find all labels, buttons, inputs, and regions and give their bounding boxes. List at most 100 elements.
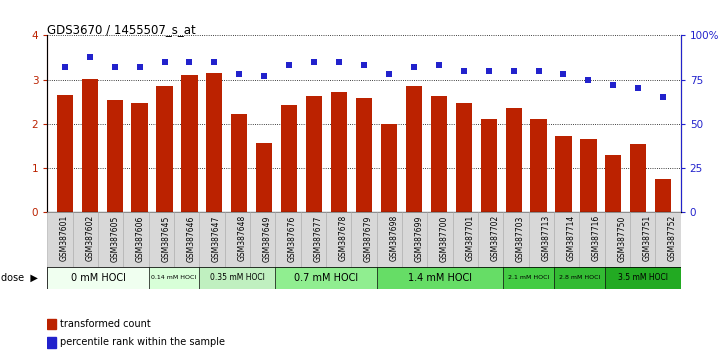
Bar [531,119,547,212]
Bar [199,267,275,289]
Text: GSM387678: GSM387678 [339,215,348,261]
Text: GSM387602: GSM387602 [85,215,95,261]
Point [258,73,270,79]
Bar [503,212,529,267]
Text: GSM387648: GSM387648 [237,215,246,261]
Text: 2.1 mM HOCl: 2.1 mM HOCl [508,275,550,280]
Point [59,64,71,70]
Text: GSM387601: GSM387601 [60,215,69,261]
Bar [82,79,98,212]
Point [608,82,620,88]
Text: 0 mM HOCl: 0 mM HOCl [71,273,125,283]
Bar [478,212,503,267]
Bar [206,73,223,212]
Bar [453,212,478,267]
Point [134,64,146,70]
Bar [174,212,199,267]
Point [408,64,420,70]
Bar [456,103,472,212]
Bar [605,212,630,267]
Text: GSM387700: GSM387700 [440,215,449,262]
Text: GSM387701: GSM387701 [465,215,475,261]
Bar [225,212,250,267]
Bar [331,92,347,212]
Point [358,63,370,68]
Bar [356,98,372,212]
Bar [157,86,173,212]
Text: dose  ▶: dose ▶ [1,273,39,283]
Bar [149,267,199,289]
Bar [427,212,453,267]
Bar [281,105,297,212]
Text: GSM387645: GSM387645 [162,215,170,262]
Bar [73,212,98,267]
Point [558,72,569,77]
Text: GSM387699: GSM387699 [415,215,424,262]
Text: GSM387676: GSM387676 [288,215,297,262]
Bar [250,212,275,267]
Bar [132,103,148,212]
Point [183,59,195,65]
Point [234,72,245,77]
Point [333,59,345,65]
Bar [376,212,402,267]
Text: GSM387606: GSM387606 [136,215,145,262]
Bar [529,212,554,267]
Bar [256,143,272,212]
Bar [431,96,447,212]
Bar [47,267,681,289]
Text: GDS3670 / 1455507_s_at: GDS3670 / 1455507_s_at [47,23,196,36]
Bar [605,155,622,212]
Bar [306,96,323,212]
Text: GSM387750: GSM387750 [617,215,626,262]
Bar [47,212,73,267]
Bar [275,267,376,289]
Bar [301,212,326,267]
Text: percentile rank within the sample: percentile rank within the sample [60,337,225,347]
Point [633,86,644,91]
Text: GSM387649: GSM387649 [263,215,272,262]
Bar [123,212,149,267]
Bar [655,212,681,267]
Text: GSM387716: GSM387716 [592,215,601,261]
Point [159,59,170,65]
Bar [503,267,554,289]
Bar [655,179,671,212]
Text: 0.7 mM HOCl: 0.7 mM HOCl [294,273,358,283]
Point [508,68,520,74]
Text: GSM387605: GSM387605 [111,215,119,262]
Bar [579,212,605,267]
Text: GSM387646: GSM387646 [186,215,196,262]
Bar [106,101,123,212]
Text: transformed count: transformed count [60,319,151,329]
Point [308,59,320,65]
Bar [505,108,522,212]
Bar [555,136,571,212]
Text: GSM387679: GSM387679 [364,215,373,262]
Bar [580,139,596,212]
Text: GSM387698: GSM387698 [389,215,398,261]
Point [582,77,594,82]
Bar [630,212,655,267]
Point [84,54,95,59]
Text: 1.4 mM HOCl: 1.4 mM HOCl [408,273,472,283]
Bar [232,114,248,212]
Bar [199,212,225,267]
Text: GSM387647: GSM387647 [212,215,221,262]
Text: GSM387752: GSM387752 [668,215,677,261]
Point [383,72,395,77]
Bar [554,267,605,289]
Bar [326,212,352,267]
Point [433,63,445,68]
Point [533,68,545,74]
Point [458,68,470,74]
Bar [554,212,579,267]
Bar [352,212,376,267]
Bar [405,86,422,212]
Text: GSM387714: GSM387714 [566,215,576,261]
Text: 2.8 mM HOCl: 2.8 mM HOCl [558,275,600,280]
Bar [381,124,397,212]
Text: GSM387713: GSM387713 [542,215,550,261]
Text: 0.35 mM HOCl: 0.35 mM HOCl [210,273,265,282]
Bar [98,212,123,267]
